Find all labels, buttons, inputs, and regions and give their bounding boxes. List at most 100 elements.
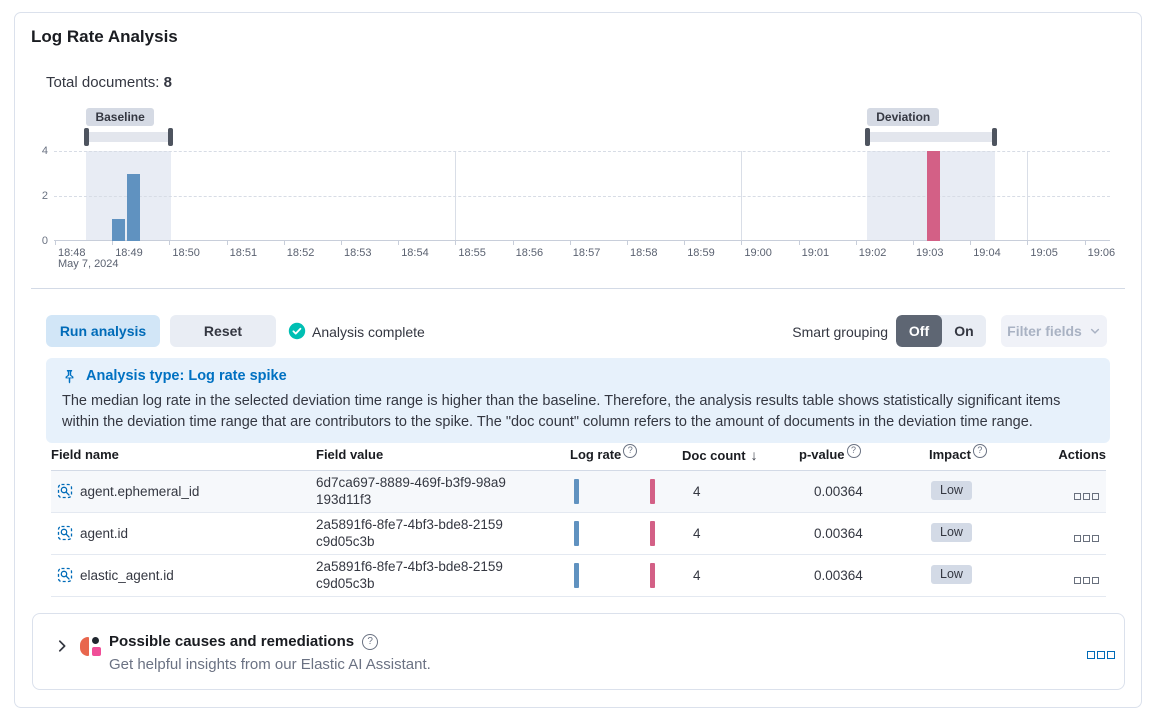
sort-descending-icon[interactable]: ↓ xyxy=(750,447,758,463)
column-header-field-name: Field name xyxy=(51,447,119,462)
log-rate-baseline-mini-bar xyxy=(574,563,579,588)
doc-count-cell: 4 xyxy=(693,484,701,499)
table-row: elastic_agent.id 2a5891f6-8fe7-4bf3-bde8-… xyxy=(51,555,1106,597)
baseline-doc-count-bar xyxy=(126,173,140,241)
doc-count-cell: 4 xyxy=(693,526,701,541)
page-title: Log Rate Analysis xyxy=(31,27,178,46)
total-documents-label: Total documents: xyxy=(46,74,160,91)
info-icon[interactable]: ? xyxy=(846,444,861,458)
baseline-brush-right-handle[interactable] xyxy=(168,128,174,146)
field-name-cell: elastic_agent.id xyxy=(80,568,174,583)
help-icon[interactable]: ? xyxy=(362,634,379,650)
info-icon[interactable]: ? xyxy=(623,444,638,458)
x-axis-tick xyxy=(1027,241,1029,245)
x-axis-label: 19:01 xyxy=(801,247,830,259)
x-axis-label: 18:48 xyxy=(58,247,86,259)
x-axis-label: 18:49 xyxy=(115,247,143,259)
possible-causes-title: Possible causes and remediations? xyxy=(109,633,379,650)
analysis-results-table: Field name Field value Log rate? Doc cou… xyxy=(51,444,1106,597)
row-actions-button[interactable] xyxy=(1072,530,1099,545)
x-axis-tick xyxy=(1084,241,1086,245)
deviation-window-region xyxy=(867,151,995,241)
x-axis-label: 18:53 xyxy=(344,247,372,259)
field-name-cell: agent.id xyxy=(80,526,129,541)
smart-grouping-off-button[interactable]: Off xyxy=(896,315,942,347)
x-axis-date-label: May 7, 2024 xyxy=(58,258,119,270)
x-axis-label: 18:54 xyxy=(401,247,429,259)
row-actions-button[interactable] xyxy=(1072,572,1099,587)
x-axis-label: 18:50 xyxy=(172,247,200,259)
deviation-brush[interactable] xyxy=(867,132,995,142)
deviation-brush-left-handle[interactable] xyxy=(865,128,871,146)
deviation-brush-right-handle[interactable] xyxy=(991,128,997,146)
info-icon[interactable]: ? xyxy=(972,444,987,458)
possible-causes-subtitle: Get helpful insights from our Elastic AI… xyxy=(109,656,431,673)
x-axis-tick xyxy=(226,241,228,245)
pin-icon xyxy=(65,369,74,384)
vertical-gridline xyxy=(1027,151,1029,241)
column-header-doc-count[interactable]: Doc count ↓ xyxy=(682,447,758,463)
x-axis-tick xyxy=(798,241,800,245)
log-rate-deviation-mini-bar xyxy=(650,479,655,504)
x-axis-label: 18:59 xyxy=(687,247,715,259)
x-axis-tick xyxy=(55,241,56,245)
reset-button[interactable]: Reset xyxy=(170,315,276,347)
column-header-log-rate: Log rate? xyxy=(570,444,638,462)
elastic-ai-assistant-icon xyxy=(80,637,101,656)
horizontal-gridline xyxy=(54,151,1110,152)
x-axis-tick xyxy=(741,241,743,245)
chevron-down-icon xyxy=(1090,328,1099,334)
p-value-cell: 0.00364 xyxy=(814,484,863,499)
x-axis-tick xyxy=(684,241,686,245)
y-axis-label: 4 xyxy=(41,145,48,157)
smart-grouping-on-button[interactable]: On xyxy=(954,323,974,339)
filter-for-field-icon[interactable] xyxy=(57,483,73,499)
filter-for-field-icon[interactable] xyxy=(57,567,73,583)
x-axis-label: 19:00 xyxy=(744,247,772,259)
log-rate-deviation-mini-bar xyxy=(650,563,655,588)
check-circle-icon xyxy=(288,322,306,340)
deviation-badge: Deviation xyxy=(867,108,940,126)
filter-fields-button[interactable]: Filter fields xyxy=(1001,315,1107,347)
vertical-gridline xyxy=(455,151,457,241)
x-axis-tick xyxy=(169,241,171,245)
filter-for-field-icon[interactable] xyxy=(57,525,73,541)
baseline-brush[interactable] xyxy=(86,132,172,142)
column-header-actions: Actions xyxy=(1058,447,1106,462)
x-axis-label: 18:55 xyxy=(458,247,486,259)
smart-grouping-toggle: Off On xyxy=(896,315,986,347)
x-axis-tick xyxy=(970,241,972,245)
p-value-cell: 0.00364 xyxy=(814,526,863,541)
impact-badge: Low xyxy=(931,523,972,542)
x-axis-tick xyxy=(112,241,114,245)
chevron-right-icon[interactable] xyxy=(55,639,69,653)
column-header-impact: Impact? xyxy=(929,444,987,462)
x-axis-label: 19:04 xyxy=(973,247,1001,259)
table-row: agent.id 2a5891f6-8fe7-4bf3-bde8-2159c9d0… xyxy=(51,513,1106,555)
row-actions-button[interactable] xyxy=(1072,488,1099,503)
baseline-brush-left-handle[interactable] xyxy=(84,128,90,146)
x-axis-tick xyxy=(283,241,285,245)
y-axis-label: 2 xyxy=(41,190,48,202)
field-value-cell: 2a5891f6-8fe7-4bf3-bde8-2159c9d05c3b xyxy=(316,517,503,549)
x-axis-label: 19:02 xyxy=(858,247,887,259)
baseline-badge: Baseline xyxy=(86,108,154,126)
possible-causes-panel[interactable]: Possible causes and remediations? Get he… xyxy=(32,613,1125,690)
field-name-cell: agent.ephemeral_id xyxy=(80,484,200,499)
smart-grouping-label: Smart grouping xyxy=(792,324,888,340)
deviation-doc-count-bar xyxy=(927,151,941,241)
horizontal-gridline xyxy=(54,196,1110,197)
x-axis-label: 19:06 xyxy=(1087,247,1116,259)
x-axis-tick xyxy=(341,241,342,245)
x-axis-label: 18:52 xyxy=(286,247,315,259)
panel-actions-button[interactable] xyxy=(1085,646,1115,664)
log-rate-analysis-panel: Log Rate Analysis Total documents: 8 Bas… xyxy=(14,12,1142,708)
log-rate-baseline-mini-bar xyxy=(574,479,579,504)
analysis-type-callout: Analysis type: Log rate spike The median… xyxy=(46,358,1110,443)
callout-body: The median log rate in the selected devi… xyxy=(62,393,1061,430)
run-analysis-button[interactable]: Run analysis xyxy=(46,315,160,347)
x-axis-tick xyxy=(855,241,857,245)
baseline-window-region xyxy=(86,151,172,241)
column-header-p-value: p-value? xyxy=(799,444,861,462)
chart-plot-area[interactable]: 18:48 18:49 18:50 18:51 18:52 18:53 18:54 18:55… xyxy=(54,151,1115,259)
